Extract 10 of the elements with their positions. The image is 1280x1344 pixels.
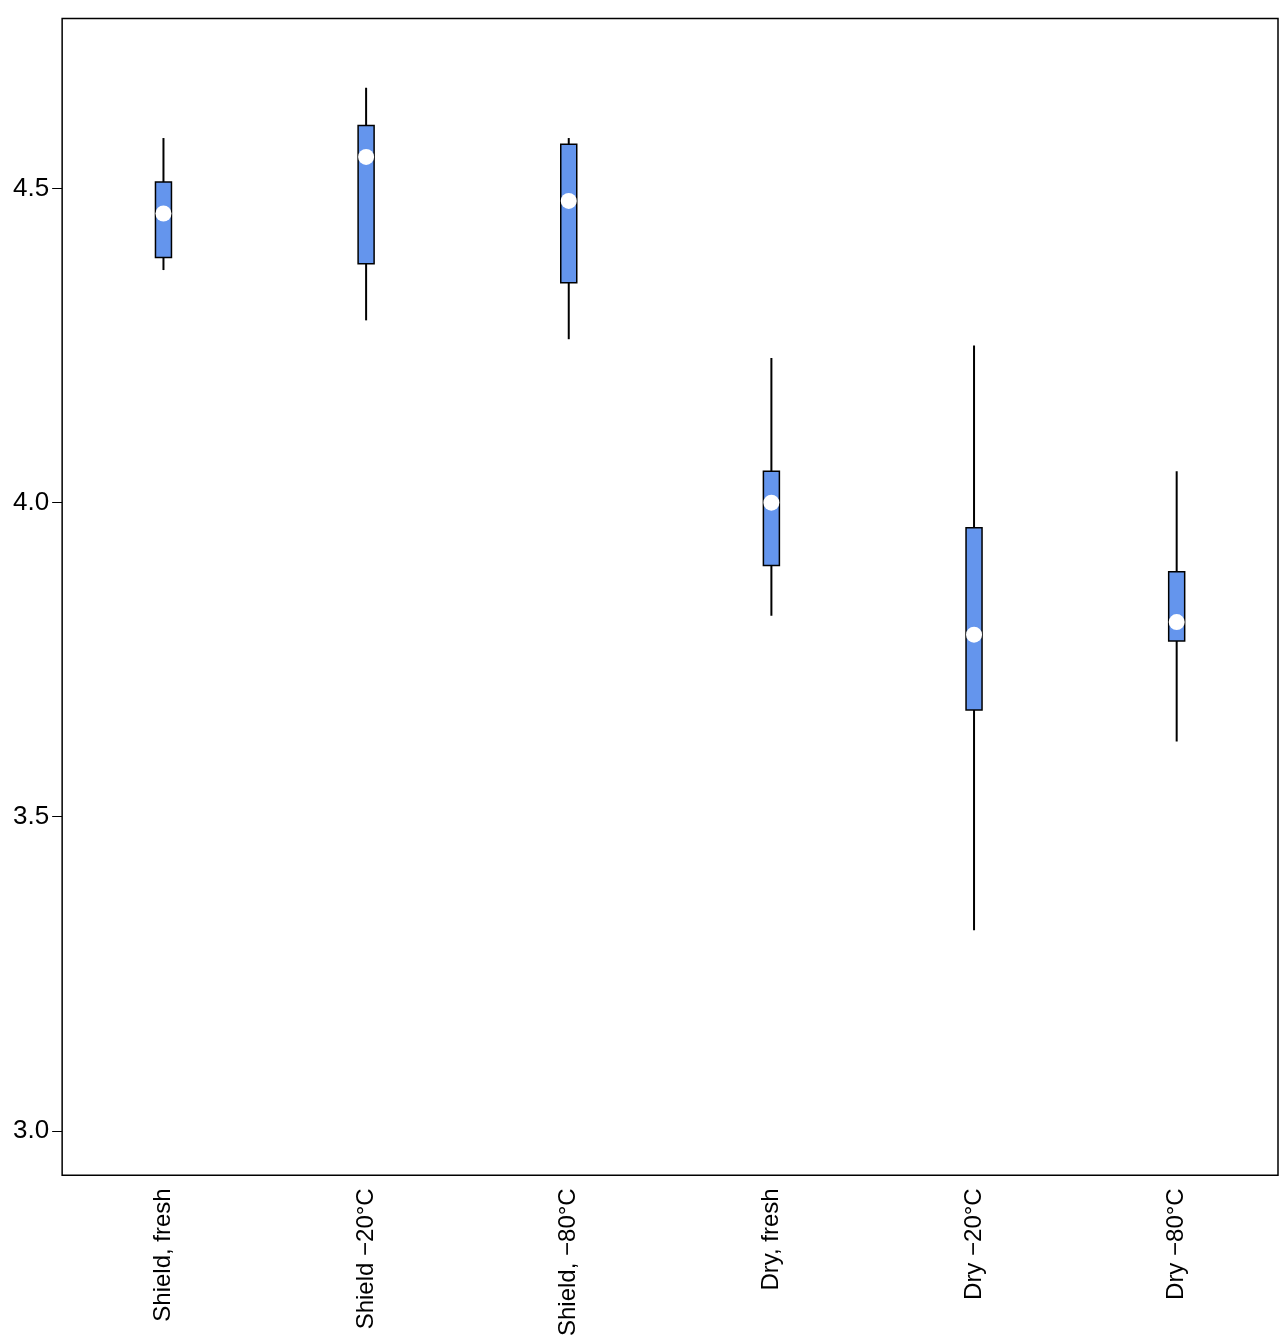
x-tick-label: Dry −20°C [958, 1188, 986, 1300]
y-tick-label: 3.0 [12, 1114, 50, 1145]
y-tick-label: 4.0 [12, 485, 50, 516]
x-tick-label: Dry, fresh [756, 1188, 784, 1291]
y-tick-label: 3.5 [12, 800, 50, 831]
x-tick-label: Shield −20°C [350, 1188, 378, 1330]
x-tick-label: Shield, fresh [148, 1188, 176, 1322]
x-tick-label: Shield, −80°C [553, 1188, 581, 1337]
y-tick-label: 4.5 [12, 171, 50, 202]
x-tick-label: Dry −80°C [1161, 1188, 1189, 1300]
